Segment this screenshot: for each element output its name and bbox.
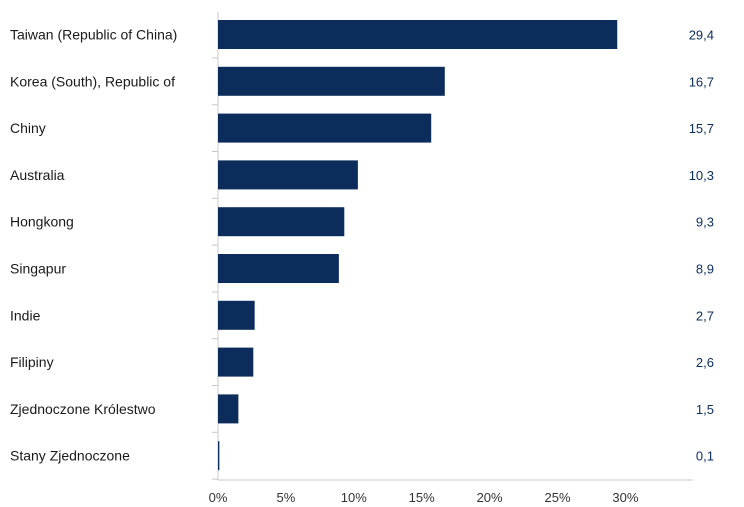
category-label: Hongkong <box>10 214 74 230</box>
bar <box>218 254 339 283</box>
bars <box>218 20 618 471</box>
value-label: 8,9 <box>696 262 714 277</box>
bar <box>218 300 255 330</box>
category-label: Chiny <box>10 120 46 136</box>
value-label: 0,1 <box>696 449 714 464</box>
category-label: Australia <box>10 167 65 183</box>
bar <box>218 20 618 49</box>
bar <box>218 113 432 143</box>
value-labels: 29,4 16,7 15,7 10,3 9,3 8,9 2,7 2,6 1,5 0,1 <box>689 28 714 464</box>
x-tick-labels: 0% 5% 10% 15% 20% 25% 30% <box>209 490 639 505</box>
category-label: Singapur <box>10 261 66 277</box>
bar <box>218 441 220 471</box>
bar <box>218 207 345 237</box>
x-tick-label: 15% <box>409 490 435 505</box>
bar <box>218 160 358 190</box>
x-tick-label: 5% <box>277 490 296 505</box>
category-label: Zjednoczone Królestwo <box>10 401 156 417</box>
value-label: 1,5 <box>696 402 714 417</box>
value-label: 2,6 <box>696 355 714 370</box>
category-label: Taiwan (Republic of China) <box>10 27 177 43</box>
x-tick-label: 20% <box>477 490 503 505</box>
value-label: 10,3 <box>689 168 714 183</box>
category-labels: Taiwan (Republic of China) Korea (South),… <box>10 27 177 464</box>
x-tick-label: 30% <box>612 490 638 505</box>
x-tick-label: 10% <box>341 490 367 505</box>
value-label: 29,4 <box>689 28 714 43</box>
category-label: Korea (South), Republic of <box>10 73 175 89</box>
bar <box>218 66 445 96</box>
category-label: Filipiny <box>10 354 54 370</box>
bar <box>218 394 239 424</box>
category-label: Stany Zjednoczone <box>10 448 130 464</box>
value-label: 15,7 <box>689 121 714 136</box>
bar <box>218 347 254 377</box>
x-tick-label: 0% <box>209 490 228 505</box>
value-label: 16,7 <box>689 74 714 89</box>
value-label: 2,7 <box>696 308 714 323</box>
x-tick-label: 25% <box>544 490 570 505</box>
value-label: 9,3 <box>696 215 714 230</box>
category-label: Indie <box>10 307 41 323</box>
